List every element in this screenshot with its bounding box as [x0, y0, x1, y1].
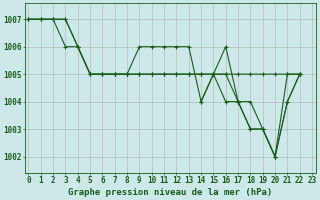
- X-axis label: Graphe pression niveau de la mer (hPa): Graphe pression niveau de la mer (hPa): [68, 188, 272, 197]
